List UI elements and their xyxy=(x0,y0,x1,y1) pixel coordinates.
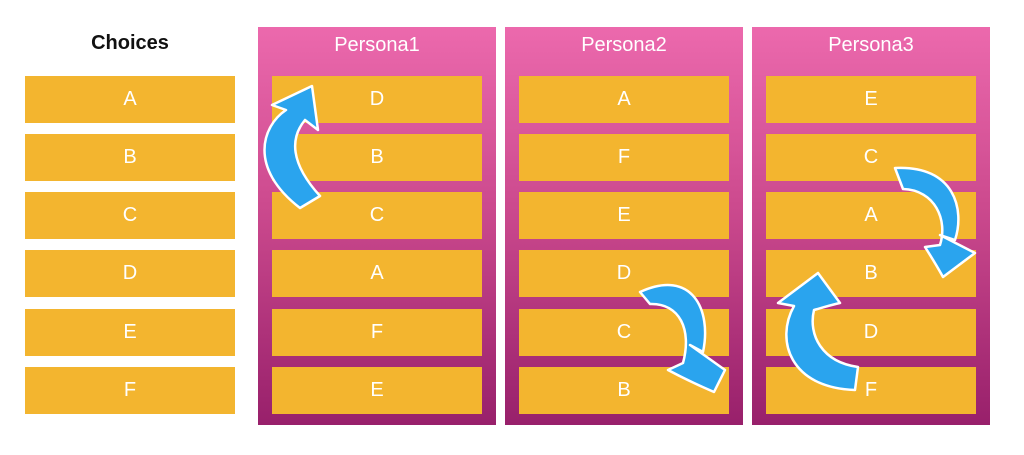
persona3-rank-6: F xyxy=(766,367,976,414)
persona3-title: Persona3 xyxy=(828,34,914,56)
persona1-panel: Persona1 D B C A F E xyxy=(258,27,496,425)
persona2-rank-4: D xyxy=(519,250,729,297)
persona1-title: Persona1 xyxy=(334,34,420,56)
persona3-swap-arrow-down-icon xyxy=(893,166,977,279)
choice-item-b: B xyxy=(25,134,235,181)
persona1-rank-6: E xyxy=(272,367,482,414)
persona1-rank-2: B xyxy=(272,134,482,181)
choices-title: Choices xyxy=(91,32,169,54)
choice-item-d: D xyxy=(25,250,235,297)
persona3-rank-2: C xyxy=(766,134,976,181)
choice-item-c: C xyxy=(25,192,235,239)
persona1-rank-5: F xyxy=(272,309,482,356)
persona3-rank-1: E xyxy=(766,76,976,123)
persona3-swap-arrow-up-icon xyxy=(776,271,860,392)
persona2-rank-2: F xyxy=(519,134,729,181)
choice-item-f: F xyxy=(25,367,235,414)
persona2-title: Persona2 xyxy=(581,34,667,56)
choice-item-e: E xyxy=(25,309,235,356)
persona1-rank-4: A xyxy=(272,250,482,297)
choice-item-a: A xyxy=(25,76,235,123)
persona2-rank-3: E xyxy=(519,192,729,239)
persona2-panel: Persona2 A F E D C B xyxy=(505,27,743,425)
persona2-rank-1: A xyxy=(519,76,729,123)
persona1-swap-arrow-icon xyxy=(263,84,322,210)
persona2-swap-arrow-icon xyxy=(638,283,727,394)
persona2-rank-6: B xyxy=(519,367,729,414)
